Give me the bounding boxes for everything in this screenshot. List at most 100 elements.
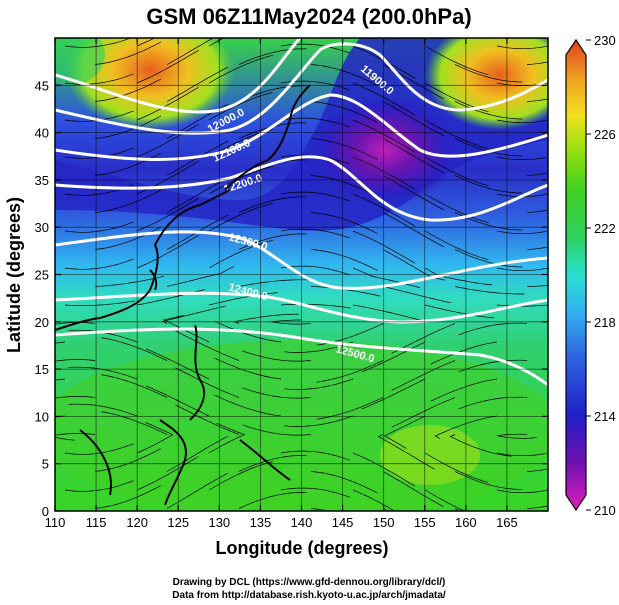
streamline [64, 258, 134, 270]
streamline [175, 367, 240, 398]
streamline [496, 45, 548, 50]
credit-data: Data from http://database.rish.kyoto-u.a… [172, 590, 446, 601]
streamline [424, 45, 489, 76]
streamline [68, 403, 138, 417]
streamline [424, 119, 489, 150]
streamline [55, 359, 96, 362]
streamline [424, 230, 489, 261]
streamline [136, 123, 199, 158]
streamline [352, 82, 416, 116]
colorbar: 210 214 218 222 226 230 [565, 33, 616, 518]
streamline [280, 303, 351, 309]
x-tick-label: 135 [250, 515, 272, 530]
plot-area: 11900.0 12000.0 12100.0 12200.0 12300.0 … [55, 38, 548, 511]
streamline [101, 374, 168, 398]
streamline [361, 378, 426, 410]
streamline [136, 422, 174, 454]
x-tick-label: 115 [86, 515, 107, 530]
streamline [496, 304, 548, 307]
streamline [101, 411, 168, 435]
streamline [310, 138, 378, 160]
streamline [434, 415, 498, 439]
streamline [238, 196, 307, 213]
streamline [238, 279, 309, 287]
streamline [310, 471, 378, 494]
streamline [383, 415, 426, 449]
streamline [454, 286, 525, 295]
streamline [458, 322, 528, 336]
streamline [526, 246, 548, 250]
warm-patch-south [380, 425, 480, 485]
streamline [316, 397, 384, 420]
y-tick-label: 20 [35, 315, 49, 330]
y-tick-label: 25 [35, 268, 49, 283]
streamline [136, 456, 199, 491]
streamline [497, 433, 537, 439]
streamline [352, 193, 416, 227]
y-tick-label: 35 [35, 173, 49, 188]
streamline [424, 156, 489, 187]
streamline [55, 396, 96, 399]
streamline [424, 452, 489, 483]
streamline [284, 341, 354, 353]
streamline [430, 341, 498, 365]
chart-title: GSM 06Z11May2024 (200.0hPa) [146, 4, 471, 29]
streamline [214, 320, 282, 343]
streamline [458, 396, 528, 410]
streamline [214, 357, 282, 380]
x-tick-label: 160 [455, 515, 477, 530]
y-tick-label: 0 [42, 504, 49, 519]
streamline [238, 455, 307, 472]
y-tick-label: 45 [35, 78, 49, 93]
streamline [526, 285, 548, 287]
streamline [352, 304, 422, 321]
streamline [280, 265, 350, 276]
x-tick-label: 125 [167, 515, 189, 530]
streamline [496, 489, 548, 494]
streamline [242, 350, 312, 362]
streamline [424, 304, 494, 319]
streamline [175, 404, 240, 435]
streamline [430, 378, 498, 402]
streamline [526, 468, 548, 472]
streamline [94, 275, 165, 287]
streamline [166, 66, 229, 102]
y-tick-label: 15 [35, 362, 49, 377]
streamline [242, 387, 312, 399]
streamline [271, 319, 312, 325]
cold-core [310, 95, 460, 205]
y-tick-label: 30 [35, 220, 49, 235]
wind-streamlines [55, 38, 548, 511]
y-tick-label: 40 [35, 126, 49, 141]
streamline [208, 292, 278, 306]
y-axis-label: Latitude (degrees) [4, 197, 24, 353]
streamline [166, 38, 214, 65]
streamline [94, 189, 162, 213]
streamline [526, 209, 548, 213]
streamline [242, 424, 312, 436]
warm-region-northwest [65, 38, 235, 130]
streamline [101, 337, 168, 361]
streamline [526, 505, 548, 509]
colorbar-ticks: 210 214 218 222 226 230 [586, 33, 616, 518]
y-axis: 0 5 10 15 20 25 30 35 40 45 [35, 78, 548, 519]
streamline [238, 233, 307, 250]
streamline [284, 378, 354, 390]
streamline [310, 175, 378, 197]
streamline [352, 452, 415, 487]
x-tick-label: 165 [496, 515, 518, 530]
colorbar-tick-label: 226 [594, 127, 616, 142]
colorbar-tick-label: 218 [594, 315, 616, 330]
streamline [496, 230, 548, 235]
streamline [280, 43, 350, 54]
x-tick-label: 110 [45, 515, 66, 530]
x-tick-label: 130 [208, 515, 230, 530]
x-tick-label: 150 [373, 515, 395, 530]
streamline [352, 119, 416, 153]
streamline [214, 394, 282, 417]
streamline [382, 286, 452, 304]
streamline [526, 61, 548, 65]
streamline [352, 156, 416, 190]
streamline [55, 322, 96, 325]
streamline [238, 48, 307, 65]
